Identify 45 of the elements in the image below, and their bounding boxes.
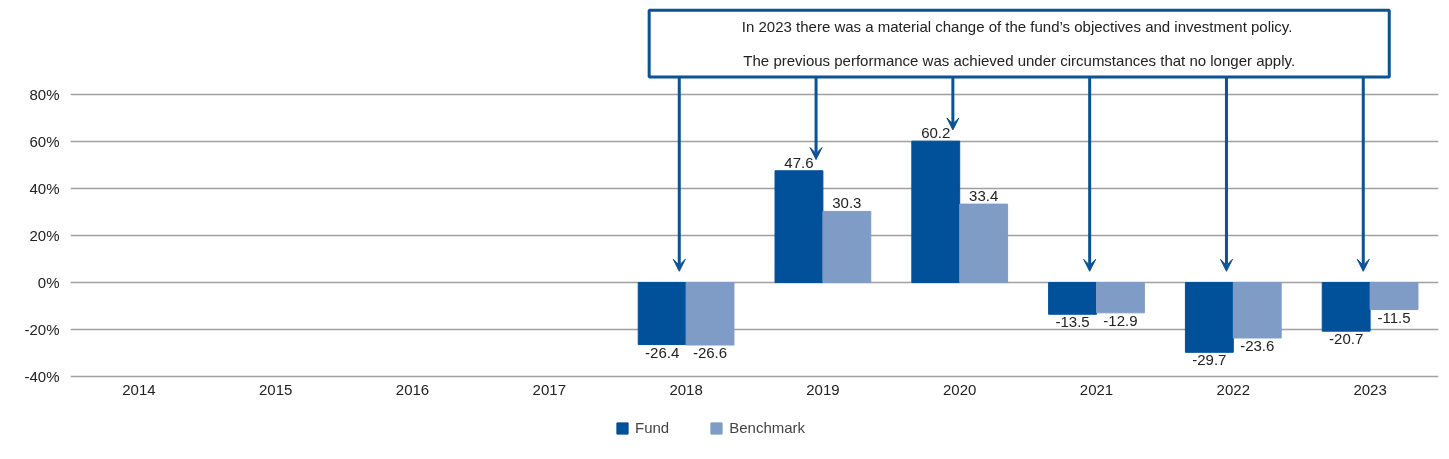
data-label: 60.2 [921, 124, 951, 142]
bar [685, 282, 735, 346]
data-label: -20.7 [1329, 330, 1364, 348]
x-tick-label: 2014 [122, 380, 156, 398]
y-tick-label: -20% [24, 321, 60, 339]
x-tick-label: 2017 [532, 380, 566, 398]
bar [1096, 282, 1145, 314]
data-label: 30.3 [832, 194, 862, 212]
y-tick-label: -40% [24, 368, 60, 385]
bar [1048, 282, 1097, 315]
bar [1321, 282, 1371, 332]
y-tick-label: 60% [29, 133, 60, 151]
bar [959, 203, 1009, 284]
bar [822, 210, 872, 284]
data-label: 47.6 [784, 153, 814, 171]
y-tick-label: 80% [29, 86, 60, 104]
legend-label: Benchmark [729, 419, 806, 436]
bar [911, 140, 961, 284]
x-tick-label: 2019 [806, 380, 840, 398]
data-label: -12.9 [1103, 311, 1138, 329]
bar [1232, 282, 1282, 339]
x-tick-label: 2016 [395, 380, 430, 398]
legend-label: Fund [635, 419, 670, 436]
bar [1369, 282, 1419, 311]
y-tick-label: 0% [37, 274, 60, 292]
y-tick-label: 40% [29, 180, 60, 198]
x-tick-label: 2023 [1353, 380, 1387, 398]
data-label: -29.7 [1192, 351, 1227, 369]
data-label: -23.6 [1240, 336, 1275, 354]
bar [1184, 282, 1234, 353]
text: In 2023 there was a material change of the fund’s objectives and investment policy. [741, 18, 1293, 36]
data-label: 33.4 [969, 187, 999, 205]
x-tick-label: 2021 [1079, 380, 1114, 398]
data-label: -11.5 [1377, 308, 1411, 326]
x-tick-label: 2018 [669, 380, 703, 398]
x-tick-label: 2015 [259, 380, 293, 398]
y-tick-label: 20% [29, 227, 60, 245]
bar [637, 282, 687, 346]
x-tick-label: 2022 [1216, 380, 1250, 398]
data-label: -26.4 [645, 343, 680, 361]
data-label: -13.5 [1055, 313, 1090, 331]
bar [774, 170, 824, 284]
data-label: -26.6 [692, 344, 728, 362]
text: The previous performance was achieved under circumstances that no longer apply. [743, 51, 1296, 69]
x-tick-label: 2020 [943, 380, 977, 398]
